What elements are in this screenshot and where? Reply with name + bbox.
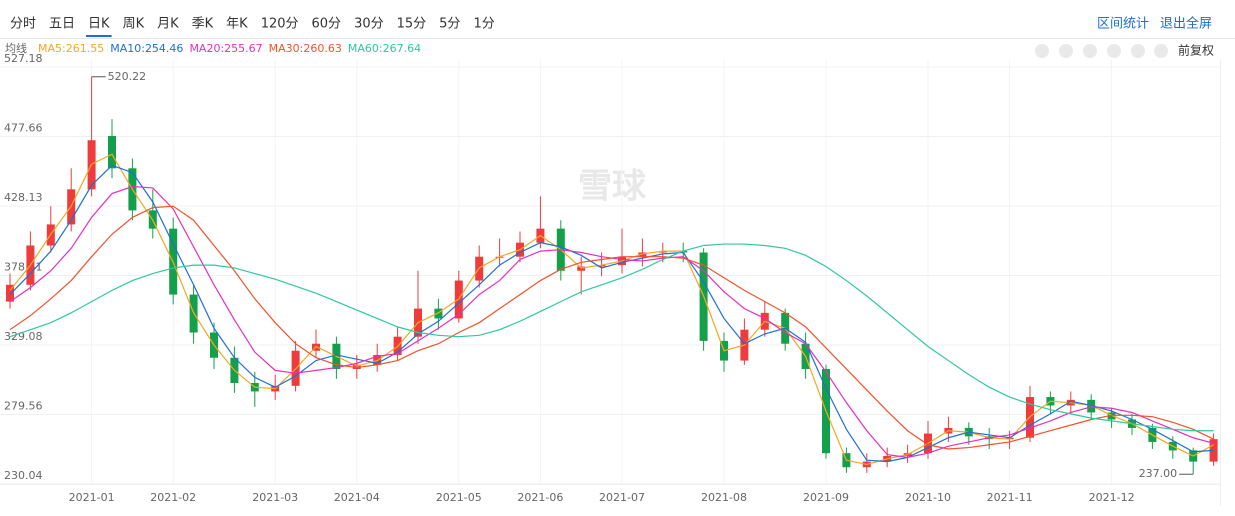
y-tick-label: 329.08	[4, 330, 43, 343]
y-tick-label: 428.13	[4, 191, 43, 204]
ma-legend-item: MA10:254.46	[110, 42, 183, 55]
x-tick-label: 2021-12	[1089, 491, 1135, 504]
y-tick-label: 230.04	[4, 469, 43, 482]
adjust-button[interactable]: 前复权	[1178, 43, 1214, 58]
active-tab-underline	[86, 35, 112, 37]
ma-line	[9, 164, 1214, 463]
x-tick-label: 2021-01	[69, 491, 115, 504]
x-tick-label: 2021-08	[701, 491, 747, 504]
candle-body	[434, 308, 443, 319]
prev-button[interactable]	[1107, 44, 1121, 58]
candle-body	[597, 265, 606, 267]
y-tick-label: 477.66	[4, 121, 43, 134]
period-tab[interactable]: 60分	[312, 17, 342, 32]
ma-label: 均线	[5, 41, 27, 55]
x-tick-label: 2021-10	[905, 491, 951, 504]
period-tab[interactable]: 15分	[397, 17, 427, 32]
chart-controls	[1035, 44, 1168, 58]
candle-body	[1107, 412, 1116, 420]
period-tab[interactable]: 日K	[88, 17, 110, 32]
period-tab[interactable]: 分时	[10, 17, 36, 32]
period-tab[interactable]: 120分	[261, 17, 299, 32]
x-tick-label: 2021-05	[436, 491, 482, 504]
period-tab[interactable]: 1分	[473, 17, 494, 32]
x-tick-label: 2021-04	[334, 491, 380, 504]
period-tab[interactable]: 五日	[49, 17, 75, 32]
high-annotation: 520.22	[108, 70, 147, 83]
watermark: 雪球	[578, 167, 647, 207]
period-tab[interactable]: 季K	[192, 17, 214, 32]
y-tick-label: 279.56	[4, 400, 43, 413]
ma-line	[9, 243, 1214, 432]
ma-legend-item: MA20:255.67	[189, 42, 262, 55]
y-tick-label: 527.18	[4, 52, 43, 65]
ma-line	[9, 205, 1214, 450]
period-tab[interactable]: 月K	[157, 17, 179, 32]
candle-body	[658, 251, 667, 253]
x-tick-label: 2021-11	[987, 491, 1033, 504]
period-tab[interactable]: 周K	[123, 17, 145, 32]
range-stats-button[interactable]: 区间统计	[1097, 17, 1149, 32]
period-tab[interactable]: 5分	[439, 17, 460, 32]
period-tab[interactable]: 30分	[354, 17, 384, 32]
x-tick-label: 2021-09	[803, 491, 849, 504]
ma-legend-item: MA30:260.63	[269, 42, 342, 55]
x-tick-label: 2021-07	[599, 491, 645, 504]
reset-button[interactable]	[1154, 44, 1168, 58]
candle-body	[638, 252, 647, 257]
x-tick-label: 2021-02	[150, 491, 196, 504]
zoom-out-button[interactable]	[1083, 44, 1097, 58]
next-button[interactable]	[1131, 44, 1145, 58]
candle-body	[577, 266, 586, 271]
exit-fullscreen-button[interactable]: 退出全屏	[1160, 16, 1212, 32]
x-tick-label: 2021-06	[517, 491, 563, 504]
candle-body	[6, 284, 14, 302]
ma-legend-item: MA60:267.64	[348, 42, 421, 55]
undo-button[interactable]	[1035, 44, 1049, 58]
candle-body	[352, 364, 361, 369]
ma-legend-item: MA5:261.55	[38, 42, 104, 55]
period-tab[interactable]: 年K	[226, 17, 248, 32]
zoom-in-button[interactable]	[1059, 44, 1073, 58]
candle-body	[108, 136, 116, 169]
candle-body	[1087, 399, 1096, 413]
low-annotation: 237.00	[1139, 467, 1178, 480]
x-tick-label: 2021-03	[252, 491, 298, 504]
